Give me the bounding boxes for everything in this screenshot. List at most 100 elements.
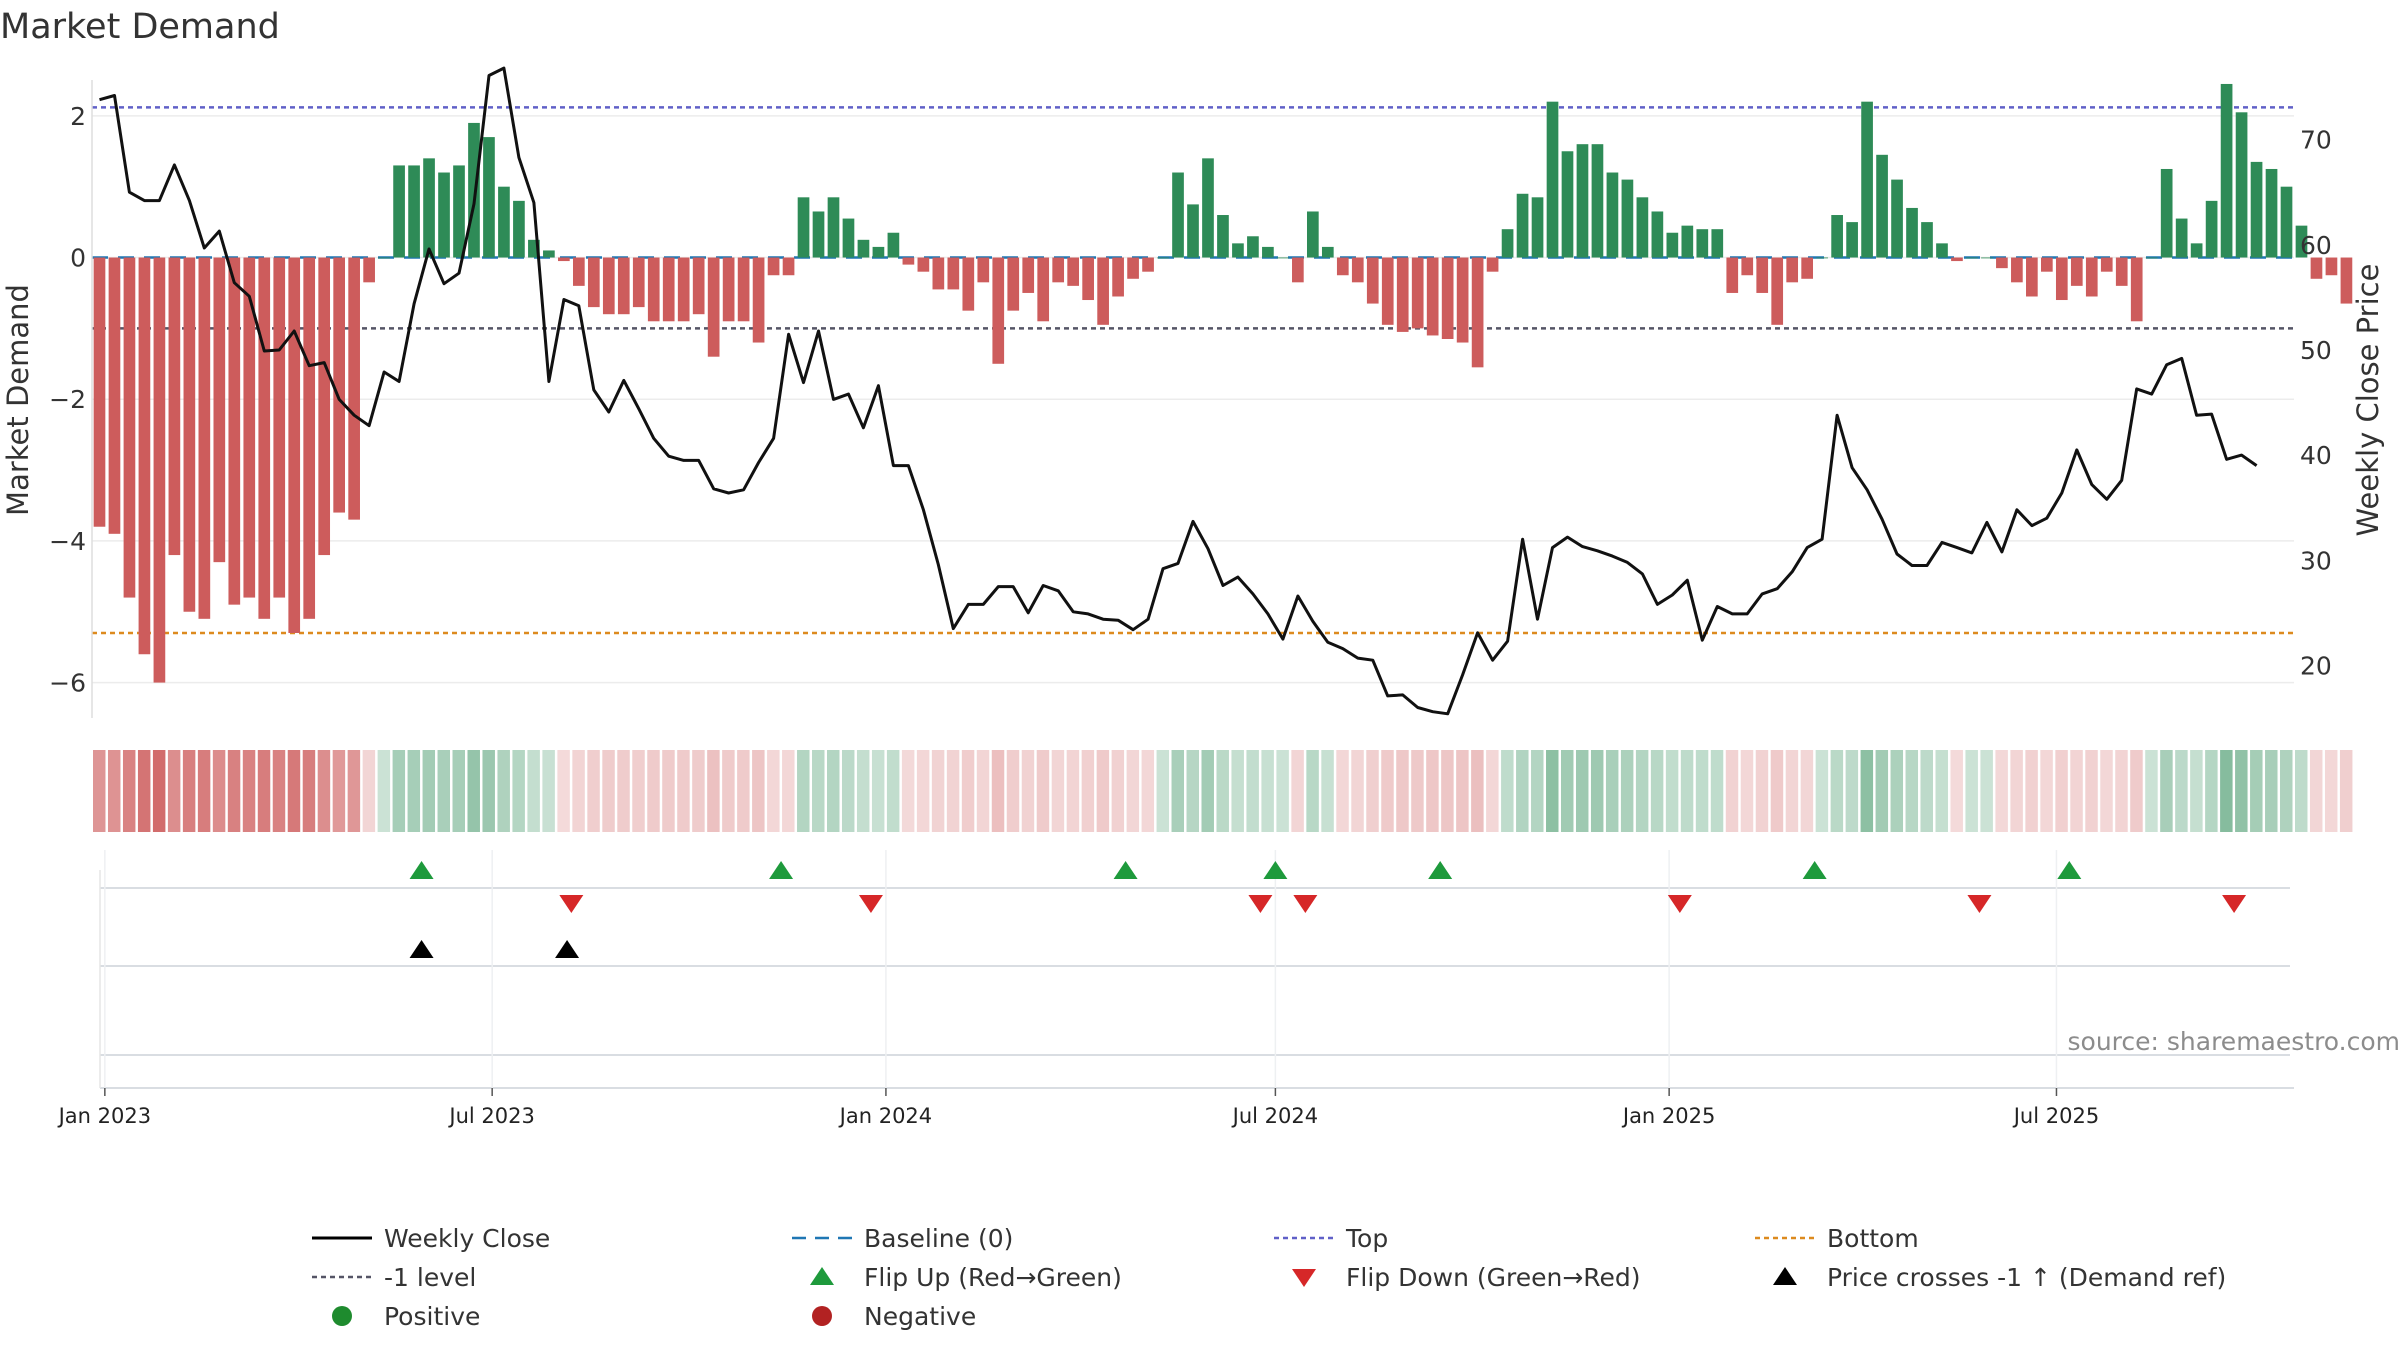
heat-cell: [1800, 750, 1814, 832]
heat-cell: [527, 750, 540, 832]
heat-cell: [377, 750, 391, 832]
demand-bar: [258, 257, 271, 619]
reference-lines: [92, 106, 2294, 635]
legend-item-baseline: Baseline (0): [792, 1224, 1013, 1253]
demand-bar: [1756, 257, 1769, 293]
legend-item-top: Top: [1274, 1224, 1388, 1253]
heat-cell: [1201, 750, 1214, 832]
demand-bar: [692, 257, 705, 315]
demand-bar: [1981, 257, 1993, 259]
heat-cell: [2250, 750, 2263, 832]
heat-cell: [1860, 750, 1874, 832]
left-tick-label: 0: [70, 244, 86, 273]
right-tick-label: 40: [2300, 441, 2332, 470]
legend-swatch: [332, 1306, 352, 1326]
heat-cell: [617, 750, 630, 832]
demand-bar: [2325, 257, 2338, 276]
demand-bar: [168, 257, 181, 556]
heat-cell: [901, 750, 915, 832]
demand-bar: [2160, 168, 2173, 258]
demand-bar: [1831, 215, 1843, 258]
legend-swatch: [810, 1267, 834, 1285]
demand-bar: [752, 257, 765, 343]
legend-item-flip_down: Flip Down (Green→Red): [1292, 1263, 1641, 1292]
demand-bar: [1411, 257, 1424, 329]
heat-cell: [752, 750, 765, 832]
heat-cell: [1306, 750, 1319, 832]
demand-bar: [917, 257, 930, 272]
heat-cell: [1096, 750, 1110, 832]
flip-down-marker: [1293, 895, 1318, 913]
heat-cell: [1561, 750, 1574, 832]
demand-bar: [303, 257, 316, 619]
heat-cell: [1740, 750, 1754, 832]
demand-bar: [977, 257, 990, 283]
demand-bar: [1426, 257, 1439, 336]
heat-cell: [2055, 750, 2068, 832]
demand-bar: [1711, 229, 1724, 258]
heat-cell: [1156, 750, 1170, 832]
legend-item-negative: Negative: [812, 1302, 976, 1331]
heat-cell: [1021, 750, 1035, 832]
heat-cell: [2339, 750, 2353, 832]
heat-cell: [1486, 750, 1499, 832]
heat-cell: [2235, 750, 2248, 832]
demand-bar: [273, 257, 286, 598]
demand-bar: [962, 257, 975, 311]
demand-bar: [662, 257, 675, 322]
heat-cell: [1935, 750, 1948, 832]
heat-cell: [1605, 750, 1619, 832]
heat-cell: [557, 750, 570, 832]
legend-label: Weekly Close: [384, 1224, 550, 1253]
source-credit: source: sharemaestro.com: [2068, 1027, 2400, 1056]
demand-bar: [348, 257, 360, 520]
heat-cell: [1456, 750, 1469, 832]
heat-cell: [1426, 750, 1439, 832]
heat-cell: [2040, 750, 2053, 832]
chart-title: Market Demand: [0, 7, 280, 47]
heat-cell: [2160, 750, 2173, 832]
heat-cell: [122, 750, 136, 832]
legend-item-flip_up: Flip Up (Red→Green): [810, 1263, 1122, 1292]
demand-bar: [543, 250, 555, 258]
heat-cell: [782, 750, 795, 832]
demand-bar: [1576, 144, 1589, 258]
x-tick-label: Jul 2023: [447, 1104, 534, 1128]
heat-cell: [167, 750, 181, 832]
heat-cell: [931, 750, 945, 832]
demand-bar: [572, 257, 585, 286]
flip-up-marker: [2057, 861, 2082, 879]
heat-cell: [2280, 750, 2293, 832]
signal-panel: [99, 850, 2294, 1089]
demand-bar: [797, 197, 810, 258]
right-y-axis-label: Weekly Close Price: [2351, 264, 2385, 537]
demand-bar: [827, 197, 840, 258]
demand-bar: [363, 257, 375, 283]
demand-bar: [183, 257, 196, 612]
heat-cell: [991, 750, 1005, 832]
demand-bar: [1891, 179, 1903, 258]
demand-bar: [1112, 257, 1124, 297]
legend-swatch: [1773, 1267, 1797, 1285]
heat-cell: [722, 750, 735, 832]
heat-cell: [1081, 750, 1095, 832]
heat-cell: [1546, 750, 1559, 832]
demand-bar: [1936, 243, 1948, 258]
demand-bar: [2235, 112, 2248, 258]
heat-cell: [137, 750, 151, 832]
heat-cell: [347, 750, 361, 832]
demand-bar: [947, 257, 960, 290]
flip-up-marker: [1802, 861, 1827, 879]
x-tick-label: Jan 2024: [838, 1104, 933, 1128]
heat-cell: [392, 750, 406, 832]
heat-cell: [107, 750, 121, 832]
flip-down-marker: [1667, 895, 1692, 913]
demand-bar: [393, 165, 405, 258]
demand-bar: [1351, 257, 1364, 283]
heat-cell: [1471, 750, 1484, 832]
heat-cell: [707, 750, 720, 832]
demand-bar: [528, 239, 540, 258]
demand-bar: [1277, 257, 1289, 259]
heat-cell: [2190, 750, 2203, 832]
demand-bar: [1561, 151, 1574, 258]
